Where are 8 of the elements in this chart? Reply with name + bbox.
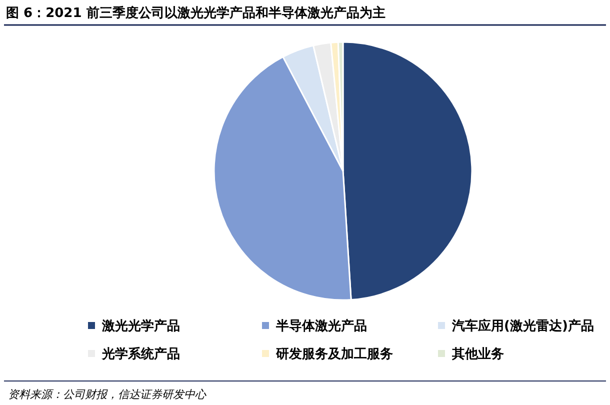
chart-title: 图 6：2021 前三季度公司以激光光学产品和半导体激光产品为主 [6, 5, 386, 21]
legend-label: 研发服务及加工服务 [275, 347, 393, 362]
legend-label: 汽车应用(激光雷达)产品 [451, 318, 594, 334]
legend-label: 半导体激光产品 [275, 318, 367, 334]
legend-label: 其他业务 [451, 347, 504, 362]
legend-label: 光学系统产品 [101, 346, 180, 362]
legend-label: 激光光学产品 [101, 318, 180, 334]
text: 资料来源：公司财报，信达证券研发中心 [8, 388, 207, 401]
